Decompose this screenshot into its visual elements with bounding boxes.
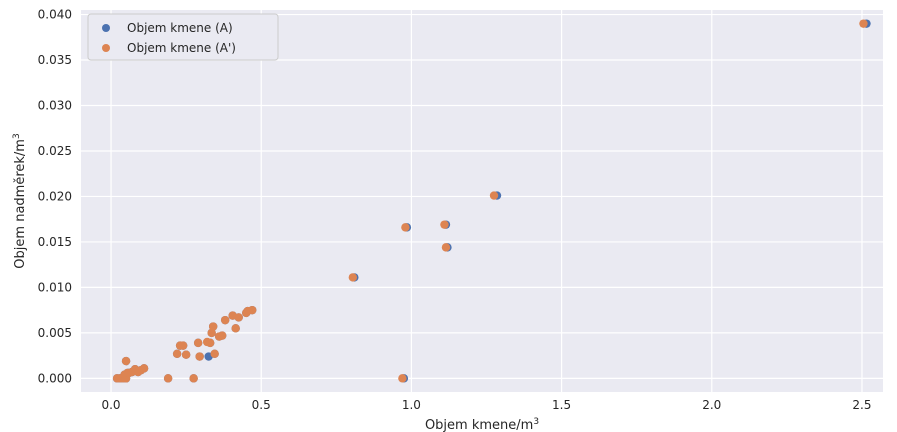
data-point xyxy=(193,338,203,348)
data-point xyxy=(220,315,230,325)
data-point xyxy=(163,374,173,383)
y-tick-label: 0.010 xyxy=(38,280,72,294)
data-point xyxy=(208,322,218,331)
data-point xyxy=(348,273,358,282)
y-tick-label: 0.030 xyxy=(38,99,72,113)
data-point xyxy=(401,223,410,232)
plot-area xyxy=(81,10,883,392)
y-tick-label: 0.035 xyxy=(38,53,72,67)
legend-box xyxy=(87,13,279,61)
data-point xyxy=(489,191,499,200)
x-tick-labels: 0.0 0.5 1.0 1.5 2.0 2.5 xyxy=(101,398,871,412)
y-tick-label: 0.040 xyxy=(38,8,72,22)
y-tick-label: 0.020 xyxy=(38,189,72,203)
x-axis-label: Objem kmene/m3 xyxy=(425,417,539,432)
x-tick-label: 1.5 xyxy=(552,398,571,412)
data-point xyxy=(441,243,451,252)
data-point xyxy=(121,356,131,366)
data-point xyxy=(189,374,198,383)
x-tick-label: 2.5 xyxy=(852,398,871,412)
legend: Objem kmene (A) Objem kmene (A') xyxy=(87,13,279,61)
data-point xyxy=(217,331,227,340)
y-tick-label: 0.025 xyxy=(38,144,72,158)
data-point xyxy=(195,352,204,361)
series-a-prime xyxy=(112,19,868,383)
x-tick-label: 2.0 xyxy=(702,398,721,412)
data-point xyxy=(178,341,188,350)
data-point xyxy=(234,313,243,322)
legend-label: Objem kmene (A') xyxy=(127,41,236,55)
data-point xyxy=(231,324,240,333)
data-point xyxy=(248,305,257,315)
y-tick-label: 0.000 xyxy=(38,371,72,385)
x-tick-label: 0.0 xyxy=(101,398,120,412)
data-point xyxy=(210,349,219,358)
legend-label: Objem kmene (A) xyxy=(127,21,233,35)
y-tick-label: 0.005 xyxy=(38,326,72,340)
data-point xyxy=(398,374,407,383)
grid-lines xyxy=(81,10,883,392)
legend-marker xyxy=(102,44,110,52)
y-axis-label: Objem nadměrek/m3 xyxy=(12,133,28,268)
y-tick-labels: 0.000 0.005 0.010 0.015 0.020 0.025 0.030 0.035… xyxy=(38,8,72,386)
data-points xyxy=(112,19,871,383)
data-point xyxy=(139,364,149,373)
data-point xyxy=(859,19,868,28)
data-point xyxy=(207,328,216,338)
data-point xyxy=(172,349,182,358)
data-point xyxy=(205,338,215,348)
x-tick-label: 0.5 xyxy=(252,398,271,412)
data-point xyxy=(440,220,449,229)
y-tick-label: 0.015 xyxy=(38,235,72,249)
legend-marker xyxy=(102,24,110,32)
x-tick-label: 1.0 xyxy=(402,398,421,412)
data-point xyxy=(181,350,191,359)
